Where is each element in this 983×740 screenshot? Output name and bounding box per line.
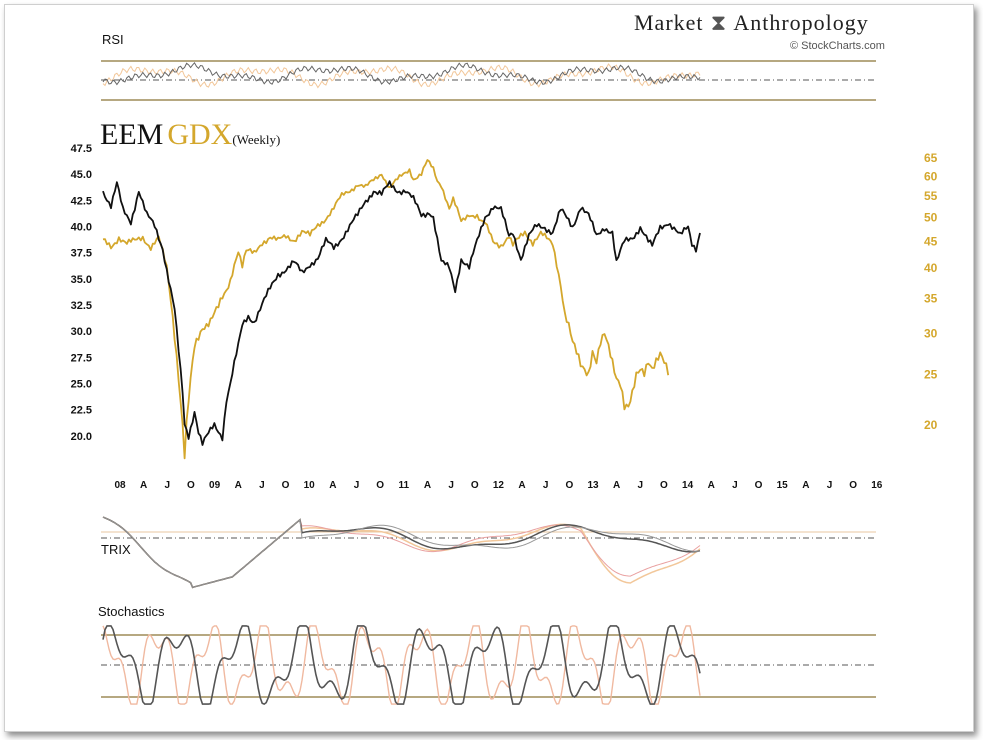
- price-panel: 47.5 45.0 42.5 40.0 37.5 35.0 32.5 30.0 27.5 25.0…: [71, 143, 938, 460]
- left-axis-tick: 47.5: [71, 143, 92, 155]
- right-axis-tick: 30: [924, 326, 938, 340]
- stoch-eem-line: [102, 625, 701, 706]
- x-tick-label: 08: [114, 480, 126, 491]
- gdx-series-line: [102, 159, 670, 460]
- x-tick-label: A: [802, 480, 809, 491]
- x-tick-label: J: [259, 480, 265, 491]
- x-tick-label: O: [565, 480, 573, 491]
- x-tick-label: A: [424, 480, 431, 491]
- x-tick-label: J: [638, 480, 644, 491]
- x-tick-label: O: [849, 480, 857, 491]
- trix-eem-line: [102, 516, 701, 589]
- trix-panel: [101, 516, 876, 589]
- trix-label: TRIX: [101, 542, 131, 557]
- left-axis-tick: 37.5: [71, 248, 92, 260]
- left-axis-tick: 20.0: [71, 431, 92, 443]
- trix-gdx-line: [102, 516, 701, 589]
- x-tick-label: J: [827, 480, 833, 491]
- stochastics-panel: [101, 625, 876, 706]
- x-tick-label: 14: [682, 480, 694, 491]
- right-axis-tick: 55: [924, 189, 938, 203]
- rsi-eem-line: [102, 61, 701, 86]
- right-axis-tick: 50: [924, 211, 938, 225]
- x-tick-label: A: [329, 480, 336, 491]
- x-tick-label: A: [613, 480, 620, 491]
- x-tick-label: A: [708, 480, 715, 491]
- left-axis-tick: 25.0: [71, 379, 92, 391]
- title-period: (Weekly): [232, 132, 281, 147]
- left-axis-tick: 40.0: [71, 222, 92, 234]
- brand-name-left: Market: [634, 10, 704, 35]
- x-tick-label: A: [235, 480, 242, 491]
- title-gdx: GDX: [167, 118, 233, 151]
- x-tick-label: 12: [493, 480, 505, 491]
- x-tick-label: 13: [587, 480, 599, 491]
- right-axis-tick: 35: [924, 291, 938, 305]
- trix-gdx-signal: [102, 516, 701, 589]
- x-tick-label: 15: [777, 480, 789, 491]
- right-axis-tick: 20: [924, 418, 938, 432]
- x-tick-label: O: [187, 480, 195, 491]
- right-axis-tick: 60: [924, 169, 938, 183]
- x-tick-label: O: [282, 480, 290, 491]
- chart-title: EEM GDX(Weekly): [100, 118, 280, 152]
- chart-frame: [4, 4, 974, 732]
- left-axis-tick: 30.0: [71, 326, 92, 338]
- x-tick-label: A: [140, 480, 147, 491]
- left-axis-tick: 27.5: [71, 352, 92, 364]
- left-axis-tick: 22.5: [71, 405, 92, 417]
- x-tick-label: A: [518, 480, 525, 491]
- eem-series-line: [102, 180, 701, 446]
- stochastics-label: Stochastics: [98, 604, 165, 619]
- x-tick-label: O: [376, 480, 384, 491]
- right-axis-tick: 40: [924, 261, 938, 275]
- right-axis-tick: 65: [924, 151, 938, 165]
- stockcharts-credit: © StockCharts.com: [790, 40, 885, 52]
- right-axis-tick: 25: [924, 368, 938, 382]
- x-tick-label: J: [354, 480, 360, 491]
- x-tick-label: J: [732, 480, 738, 491]
- x-axis: 08 A J O 09 A J O 10 A J O 11 A J O 12 A J O 13 A J O 14 A J O 15 A J O…: [114, 480, 882, 491]
- trix-eem-signal: [102, 516, 701, 589]
- x-tick-label: J: [448, 480, 454, 491]
- x-tick-label: J: [543, 480, 549, 491]
- rsi-label: RSI: [102, 32, 124, 47]
- rsi-panel: [101, 60, 876, 101]
- left-axis-tick: 45.0: [71, 169, 92, 181]
- x-tick-label: O: [755, 480, 763, 491]
- x-tick-label: O: [660, 480, 668, 491]
- rsi-gdx-line: [102, 63, 701, 89]
- title-eem: EEM: [100, 118, 164, 151]
- right-axis-tick: 45: [924, 235, 938, 249]
- left-axis-tick: 42.5: [71, 195, 92, 207]
- x-tick-label: O: [471, 480, 479, 491]
- brand-name-right: Anthropology: [733, 10, 869, 35]
- left-axis-tick: 32.5: [71, 300, 92, 312]
- x-tick-label: 10: [304, 480, 316, 491]
- left-axis-tick: 35.0: [71, 274, 92, 286]
- x-tick-label: 11: [399, 480, 410, 491]
- stoch-gdx-line: [102, 625, 701, 705]
- dna-helix-icon: ⧗: [710, 10, 728, 35]
- x-tick-label: 16: [871, 480, 883, 491]
- x-tick-label: J: [165, 480, 171, 491]
- x-tick-label: 09: [209, 480, 221, 491]
- brand-logo: Market ⧗ Anthropology: [634, 10, 869, 36]
